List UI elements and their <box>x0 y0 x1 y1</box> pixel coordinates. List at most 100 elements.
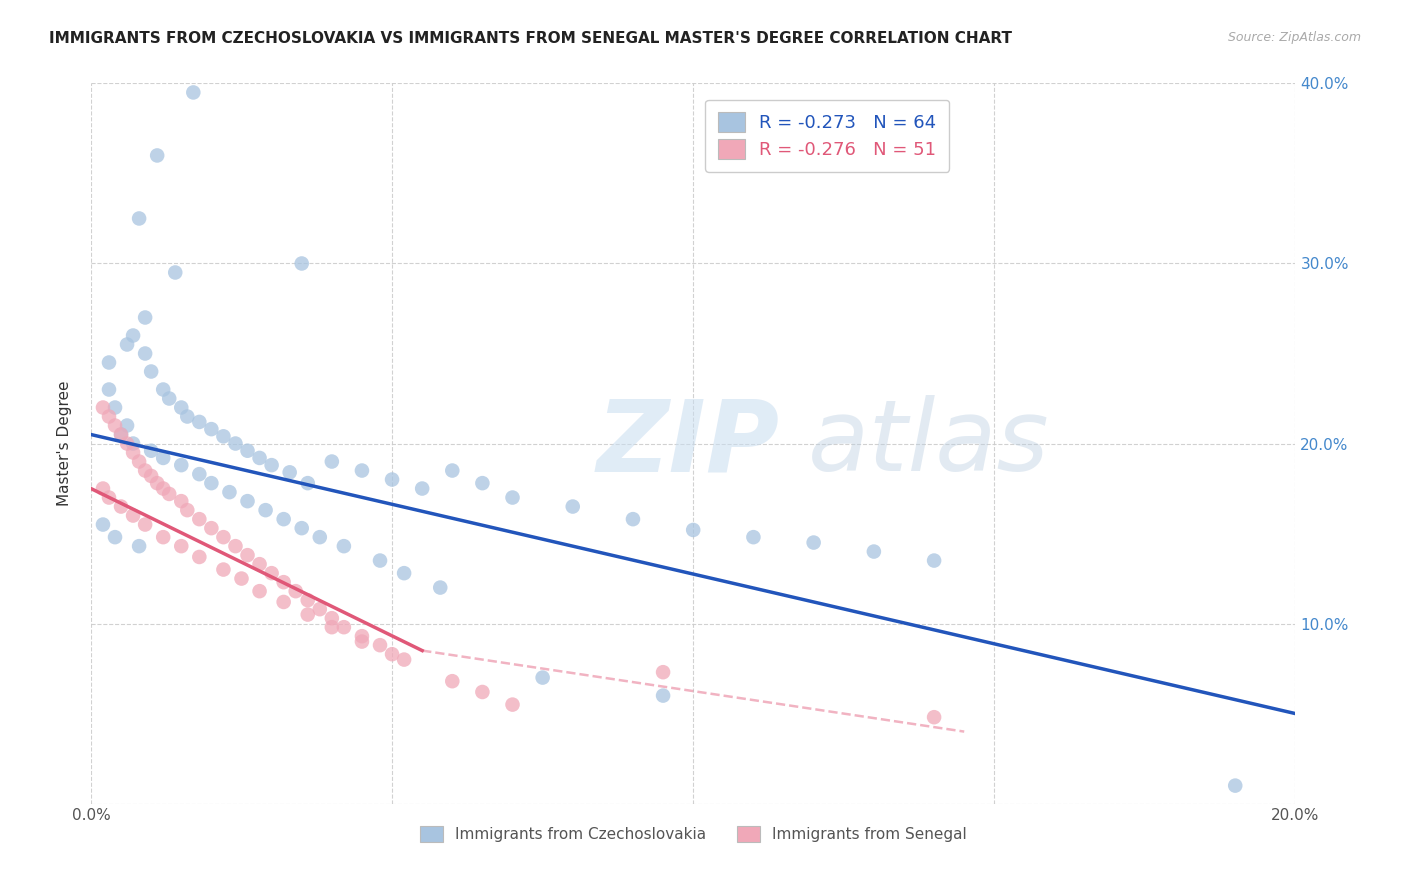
Point <box>278 466 301 480</box>
Point <box>128 211 150 226</box>
Point <box>152 530 174 544</box>
Point <box>181 86 204 100</box>
Point <box>141 469 163 483</box>
Point <box>621 512 644 526</box>
Point <box>134 346 156 360</box>
Point <box>502 491 524 505</box>
Point <box>284 584 307 599</box>
Point <box>803 535 825 549</box>
Point <box>212 563 235 577</box>
Point <box>122 445 145 459</box>
Point <box>176 503 198 517</box>
Point <box>146 476 169 491</box>
Point <box>249 450 271 465</box>
Point <box>224 539 246 553</box>
Point <box>91 482 114 496</box>
Point <box>742 530 765 544</box>
Point <box>308 602 330 616</box>
Point <box>170 458 193 472</box>
Point <box>134 517 156 532</box>
Point <box>157 392 180 406</box>
Point <box>91 517 114 532</box>
Point <box>236 443 259 458</box>
Point <box>212 530 235 544</box>
Point <box>188 467 211 482</box>
Point <box>218 485 240 500</box>
Point <box>441 674 464 689</box>
Point <box>188 512 211 526</box>
Point <box>411 482 433 496</box>
Point <box>652 689 675 703</box>
Point <box>368 638 391 652</box>
Point <box>321 454 343 468</box>
Y-axis label: Master's Degree: Master's Degree <box>58 381 72 507</box>
Point <box>134 464 156 478</box>
Point <box>98 409 121 424</box>
Point <box>297 476 319 491</box>
Text: Source: ZipAtlas.com: Source: ZipAtlas.com <box>1227 31 1361 45</box>
Point <box>381 647 404 661</box>
Point <box>333 539 356 553</box>
Point <box>170 539 193 553</box>
Point <box>381 473 404 487</box>
Point <box>91 401 114 415</box>
Point <box>231 572 253 586</box>
Point <box>471 476 494 491</box>
Point <box>502 698 524 712</box>
Text: atlas: atlas <box>807 395 1049 492</box>
Point <box>115 337 138 351</box>
Point <box>368 553 391 567</box>
Point <box>157 487 180 501</box>
Point <box>254 503 277 517</box>
Point <box>104 418 127 433</box>
Point <box>297 593 319 607</box>
Point <box>141 364 163 378</box>
Point <box>333 620 356 634</box>
Point <box>682 523 704 537</box>
Point <box>152 383 174 397</box>
Point <box>98 355 121 369</box>
Point <box>350 629 373 643</box>
Point <box>212 429 235 443</box>
Point <box>531 671 554 685</box>
Point <box>128 539 150 553</box>
Point <box>273 512 295 526</box>
Point <box>176 409 198 424</box>
Point <box>236 548 259 562</box>
Point <box>104 401 127 415</box>
Point <box>236 494 259 508</box>
Point <box>141 443 163 458</box>
Point <box>146 148 169 162</box>
Point <box>134 310 156 325</box>
Point <box>98 491 121 505</box>
Point <box>200 521 222 535</box>
Point <box>110 427 132 442</box>
Point <box>321 611 343 625</box>
Point <box>273 575 295 590</box>
Point <box>350 634 373 648</box>
Point <box>104 530 127 544</box>
Point <box>110 427 132 442</box>
Point <box>392 566 415 581</box>
Point <box>350 464 373 478</box>
Point <box>224 436 246 450</box>
Point <box>260 566 283 581</box>
Point <box>922 553 945 567</box>
Text: ZIP: ZIP <box>596 395 780 492</box>
Point <box>260 458 283 472</box>
Point <box>152 482 174 496</box>
Point <box>291 521 314 535</box>
Point <box>441 464 464 478</box>
Point <box>297 607 319 622</box>
Point <box>273 595 295 609</box>
Point <box>110 500 132 514</box>
Point <box>115 418 138 433</box>
Point <box>122 436 145 450</box>
Point <box>152 450 174 465</box>
Point <box>188 415 211 429</box>
Point <box>128 454 150 468</box>
Point <box>249 584 271 599</box>
Point <box>122 328 145 343</box>
Point <box>429 581 451 595</box>
Point <box>392 652 415 666</box>
